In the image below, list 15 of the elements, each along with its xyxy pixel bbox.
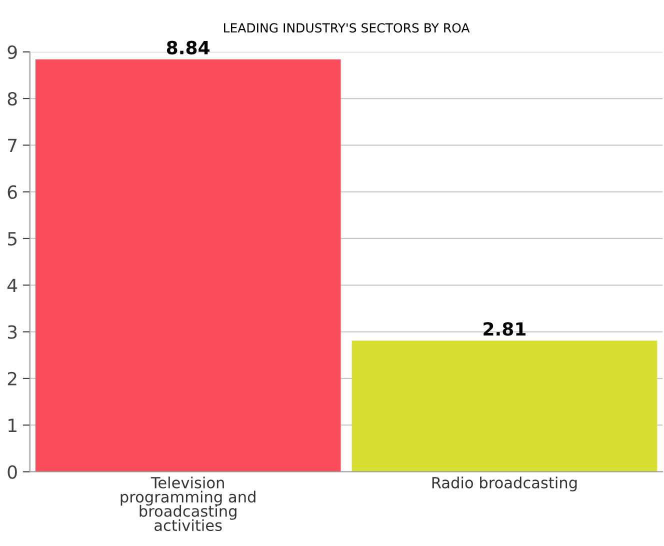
x-tick-label: Radio broadcasting	[432, 476, 577, 492]
y-tick-label: 9	[8, 45, 17, 59]
y-tick-label: 6	[8, 185, 17, 199]
y-tick-label: 0	[8, 465, 17, 479]
y-tick-label: 2	[8, 372, 16, 386]
y-tick-label: 3	[8, 325, 17, 339]
y-tick-label: 8	[8, 92, 17, 106]
data-label: 2.81	[484, 322, 526, 336]
y-tick-label: 4	[7, 278, 18, 292]
data-label: 8.84	[166, 40, 210, 54]
x-tick-label: Television programming and broadcasting activities	[120, 476, 256, 532]
chart-title: LEADING INDUSTRY'S SECTORS BY ROA	[224, 23, 470, 33]
y-tick-label: 7	[8, 138, 17, 152]
y-tick-label: 5	[8, 232, 16, 246]
y-tick-label: 1	[8, 418, 16, 432]
